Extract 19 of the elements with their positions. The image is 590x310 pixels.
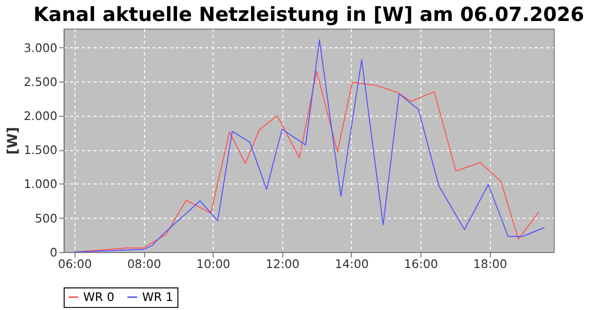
- legend-label: WR 1: [142, 290, 174, 304]
- x-tick-label: 14:00: [334, 257, 369, 272]
- y-tick-label: 0: [50, 245, 58, 260]
- y-tick-label: 1.000: [24, 177, 58, 192]
- y-axis-title: [W]: [4, 126, 21, 155]
- y-tick-label: 2.000: [24, 109, 58, 124]
- y-tick-label: 1.500: [24, 143, 58, 158]
- y-tick-label: 2.500: [24, 74, 58, 89]
- y-tick-label: 500: [34, 211, 58, 226]
- legend-label: WR 0: [83, 290, 114, 304]
- line-series: [74, 39, 545, 253]
- x-tick-label: 16:00: [404, 257, 438, 272]
- x-tick-label: 10:00: [196, 257, 230, 272]
- x-tick-label: 08:00: [127, 257, 162, 272]
- x-tick-label: 18:00: [473, 257, 508, 272]
- y-tick-label: 3.000: [24, 40, 58, 55]
- x-tick-label: 06:00: [58, 257, 92, 272]
- x-tick-label: 12:00: [266, 257, 300, 272]
- chart-title: Kanal aktuelle Netzleistung in [W] am 06.07.2026: [33, 2, 584, 26]
